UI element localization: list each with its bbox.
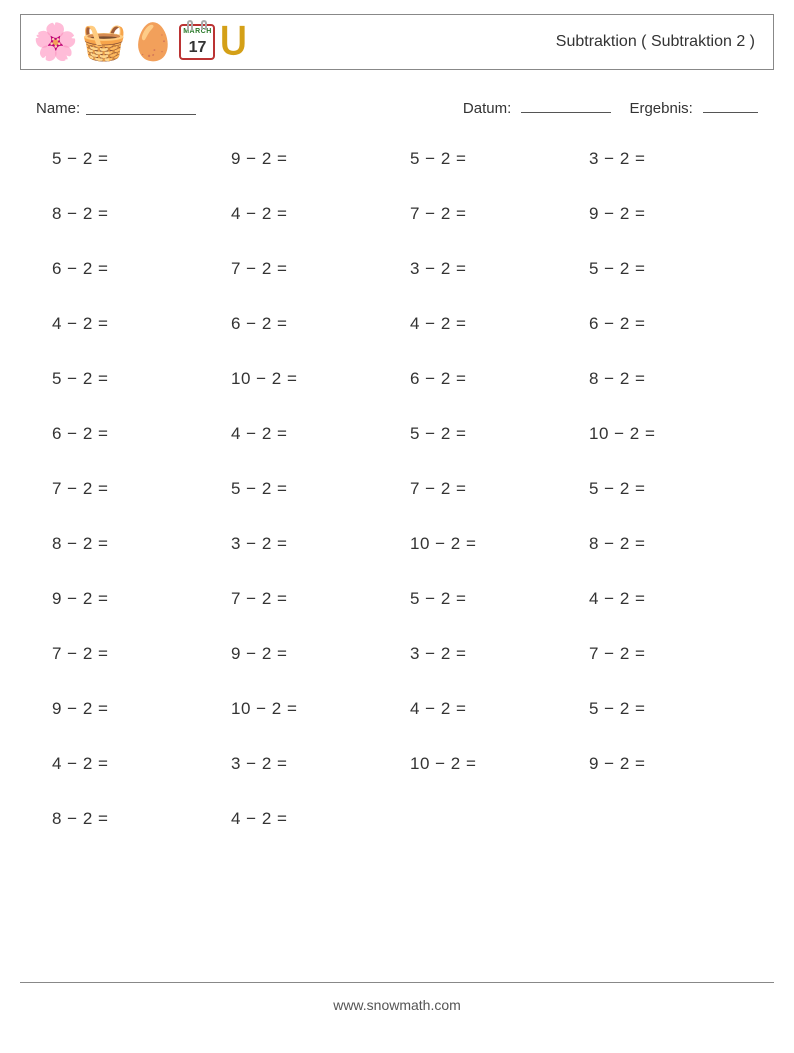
problem-cell: 10 − 2 = xyxy=(410,534,579,554)
problem-cell: 10 − 2 = xyxy=(231,699,400,719)
date-label: Datum: xyxy=(463,100,511,117)
problem-cell: 10 − 2 = xyxy=(231,369,400,389)
problem-cell: 5 − 2 = xyxy=(410,424,579,444)
calendar-day: 17 xyxy=(189,40,207,56)
problem-cell: 3 − 2 = xyxy=(410,259,579,279)
problem-cell: 9 − 2 = xyxy=(231,644,400,664)
problem-cell: 5 − 2 = xyxy=(231,479,400,499)
problem-cell: 4 − 2 = xyxy=(231,809,400,829)
problem-cell: 5 − 2 = xyxy=(589,479,758,499)
problem-cell: 6 − 2 = xyxy=(589,314,758,334)
problem-cell: 9 − 2 = xyxy=(589,204,758,224)
problem-cell: 8 − 2 = xyxy=(589,534,758,554)
problem-cell: 5 − 2 = xyxy=(52,369,221,389)
meta-name: Name: xyxy=(36,98,196,117)
problem-cell: 4 − 2 = xyxy=(231,204,400,224)
problem-cell: 7 − 2 = xyxy=(52,479,221,499)
result-blank[interactable] xyxy=(703,98,758,113)
name-label: Name: xyxy=(36,100,80,117)
meta-result: Ergebnis: xyxy=(629,98,758,117)
name-blank[interactable] xyxy=(86,100,196,115)
problem-cell: 4 − 2 = xyxy=(589,589,758,609)
problem-cell: 4 − 2 = xyxy=(410,699,579,719)
problem-cell: 5 − 2 = xyxy=(589,259,758,279)
meta-row: Name: Datum: Ergebnis: xyxy=(20,98,774,117)
footer-divider xyxy=(20,982,774,983)
flower-icon: 🌸 xyxy=(33,24,78,60)
easter-egg-icon: 🥚 xyxy=(131,24,176,60)
result-label: Ergebnis: xyxy=(629,100,692,117)
problem-cell: 4 − 2 = xyxy=(52,754,221,774)
problem-cell xyxy=(589,809,758,829)
problem-cell: 6 − 2 = xyxy=(52,424,221,444)
problem-cell: 8 − 2 = xyxy=(52,534,221,554)
problem-cell: 8 − 2 = xyxy=(589,369,758,389)
problem-cell: 7 − 2 = xyxy=(231,589,400,609)
calendar-icon: 17 xyxy=(179,24,215,60)
problem-cell: 8 − 2 = xyxy=(52,809,221,829)
problem-cell: 7 − 2 = xyxy=(589,644,758,664)
problem-cell: 3 − 2 = xyxy=(231,534,400,554)
problem-cell: 5 − 2 = xyxy=(52,149,221,169)
problem-cell: 9 − 2 = xyxy=(52,589,221,609)
problem-cell: 7 − 2 = xyxy=(410,204,579,224)
worksheet-page: 🌸 🧺 🥚 17 Ս Subtraktion ( Subtraktion 2 )… xyxy=(0,0,794,1053)
footer-url: www.snowmath.com xyxy=(0,997,794,1013)
date-blank[interactable] xyxy=(521,98,611,113)
problem-cell xyxy=(410,809,579,829)
problem-cell: 3 − 2 = xyxy=(410,644,579,664)
problem-cell: 10 − 2 = xyxy=(410,754,579,774)
problems-grid: 5 − 2 = 9 − 2 = 5 − 2 = 3 − 2 = 8 − 2 = 4 − 2… xyxy=(20,149,774,829)
problem-cell: 4 − 2 = xyxy=(410,314,579,334)
problem-cell: 9 − 2 = xyxy=(52,699,221,719)
problem-cell: 8 − 2 = xyxy=(52,204,221,224)
problem-cell: 7 − 2 = xyxy=(410,479,579,499)
basket-icon: 🧺 xyxy=(82,24,127,60)
problem-cell: 3 − 2 = xyxy=(589,149,758,169)
problem-cell: 5 − 2 = xyxy=(410,149,579,169)
horseshoe-icon: Ս xyxy=(219,23,247,61)
problem-cell: 9 − 2 = xyxy=(589,754,758,774)
problem-cell: 5 − 2 = xyxy=(410,589,579,609)
problem-cell: 3 − 2 = xyxy=(231,754,400,774)
problem-cell: 6 − 2 = xyxy=(231,314,400,334)
problem-cell: 7 − 2 = xyxy=(231,259,400,279)
problem-cell: 4 − 2 = xyxy=(52,314,221,334)
worksheet-title: Subtraktion ( Subtraktion 2 ) xyxy=(556,33,761,51)
problem-cell: 6 − 2 = xyxy=(52,259,221,279)
problem-cell: 4 − 2 = xyxy=(231,424,400,444)
problem-cell: 9 − 2 = xyxy=(231,149,400,169)
problem-cell: 6 − 2 = xyxy=(410,369,579,389)
problem-cell: 5 − 2 = xyxy=(589,699,758,719)
header-box: 🌸 🧺 🥚 17 Ս Subtraktion ( Subtraktion 2 ) xyxy=(20,14,774,70)
problem-cell: 10 − 2 = xyxy=(589,424,758,444)
meta-date: Datum: xyxy=(463,98,612,117)
problem-cell: 7 − 2 = xyxy=(52,644,221,664)
header-icons: 🌸 🧺 🥚 17 Ս xyxy=(33,23,247,61)
